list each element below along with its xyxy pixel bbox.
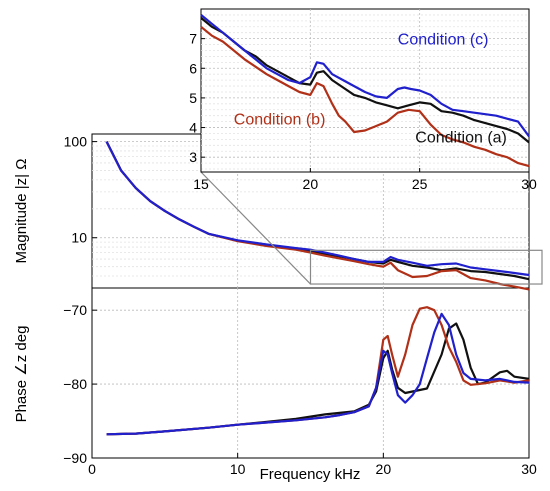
phase-plot-frame: [91, 287, 530, 459]
phase-y-tick-label: −80: [63, 376, 87, 392]
inset-series-condition-b: [200, 25, 530, 168]
inset-x-tick-label: 20: [303, 176, 319, 192]
phase-y-tick-label: −90: [63, 450, 87, 466]
phase-x-tick-label: 10: [230, 461, 246, 477]
phase-x-tick-label: 30: [521, 461, 537, 477]
inset-frame: [200, 8, 530, 173]
zoom-connector: [200, 171, 311, 285]
magnitude-series-condition-c: [105, 141, 530, 277]
magnitude-y-tick-label: 100: [64, 134, 88, 150]
phase-y-axis-label: Phase ∠z deg: [13, 326, 30, 423]
inset-x-tick-label: 30: [521, 176, 537, 192]
phase-y-tick-label: −70: [63, 302, 87, 318]
inset-x-tick-label: 25: [412, 176, 428, 192]
inset-x-tick-label: 15: [193, 176, 209, 192]
phase-series-condition-c: [106, 312, 530, 436]
inset-y-tick-label: 4: [189, 120, 197, 136]
inset-series-condition-c: [200, 14, 530, 138]
inset-y-tick-label: 3: [189, 149, 197, 165]
inset-series-condition-a: [200, 17, 530, 144]
magnitude-y-axis-label: Magnitude |z| Ω: [13, 159, 30, 264]
inset-plot: 15 20 25 30 3 4 5 6 7 Condition (c) Condition (b) C…: [189, 8, 537, 192]
zoom-box: [309, 249, 543, 285]
inset-annotation-condition-b: Condition (b): [234, 112, 326, 129]
phase-x-tick-label: 0: [88, 461, 96, 477]
x-axis-label: Frequency kHz: [260, 466, 361, 483]
phase-plot: 0 10 20 30 −70 −80 −90: [63, 288, 537, 477]
inset-annotation-condition-c: Condition (c): [398, 32, 489, 49]
magnitude-y-tick-label: 10: [71, 230, 87, 246]
phase-x-tick-label: 20: [376, 461, 392, 477]
inset-y-tick-label: 7: [189, 31, 197, 47]
inset-y-tick-label: 6: [189, 60, 197, 76]
inset-annotation-condition-a: Condition (a): [415, 129, 507, 146]
zoom-indicator: [200, 171, 543, 285]
inset-y-tick-label: 5: [189, 90, 197, 106]
